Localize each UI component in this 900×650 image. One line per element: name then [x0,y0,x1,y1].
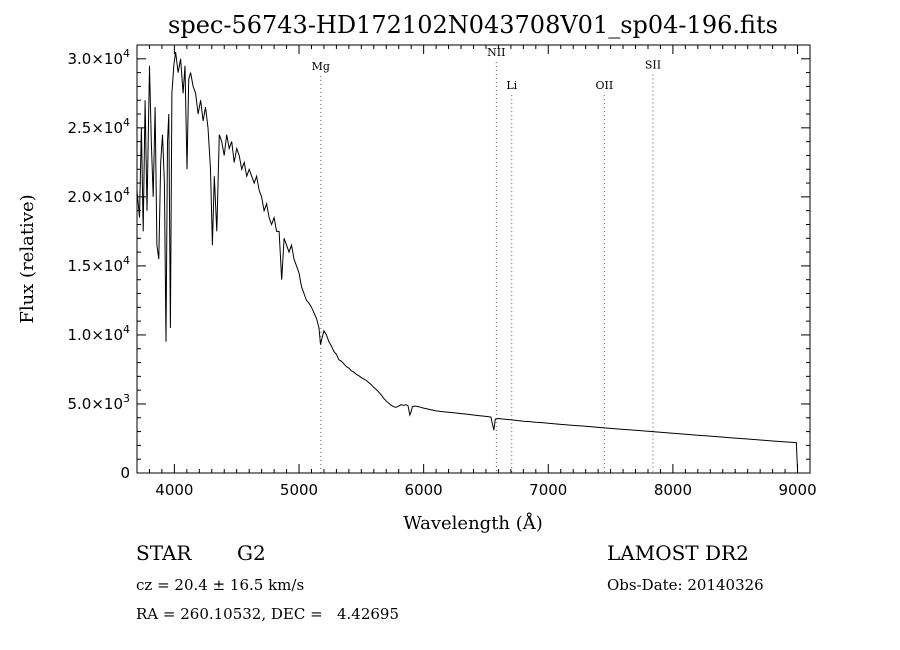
obs-date: Obs-Date: 20140326 [607,576,764,594]
chart-title: spec-56743-HD172102N043708V01_sp04-196.f… [168,11,778,39]
redshift-text: cz = 20.4 ± 16.5 km/s [136,576,305,594]
subclass: G2 [237,541,266,565]
plot-frame [136,44,811,474]
survey-name: LAMOST DR2 [607,541,749,565]
object-type: STAR [136,541,192,565]
y-tick-label: 2.0×104 [67,185,130,206]
x-axis-label: Wavelength (Å) [403,512,543,534]
x-tick-label: 4000 [155,481,193,499]
y-axis-label: Flux (relative) [17,194,38,323]
line-label-sii: SII [645,58,661,71]
x-tick-label: 6000 [405,481,443,499]
line-label-oii: OII [596,79,614,92]
coordinates-text: RA = 260.10532, DEC = 4.42695 [136,605,400,623]
line-label-mg: Mg [312,60,330,73]
y-tick-label: 5.0×103 [67,392,130,413]
y-tick-label: 0 [120,464,130,482]
y-tick-label: 2.5×104 [67,116,130,137]
x-axis: 4000 5000 6000 7000 8000 9000 [136,45,817,499]
line-label-nii: NII [487,46,505,59]
line-markers: Mg NII Li OII SII [312,46,661,473]
x-tick-label: 5000 [280,481,318,499]
x-tick-label: 9000 [778,481,816,499]
line-label-li: Li [506,79,517,92]
spectrum-line [136,51,798,469]
y-tick-label: 1.0×104 [67,323,130,344]
x-tick-label: 7000 [529,481,567,499]
y-tick-label: 3.0×104 [67,47,130,68]
x-tick-label: 8000 [654,481,692,499]
y-axis: 0 5.0×103 1.0×104 1.5×104 2.0×104 2.5×104 3.0×… [67,44,810,482]
y-tick-label: 1.5×104 [67,254,130,275]
